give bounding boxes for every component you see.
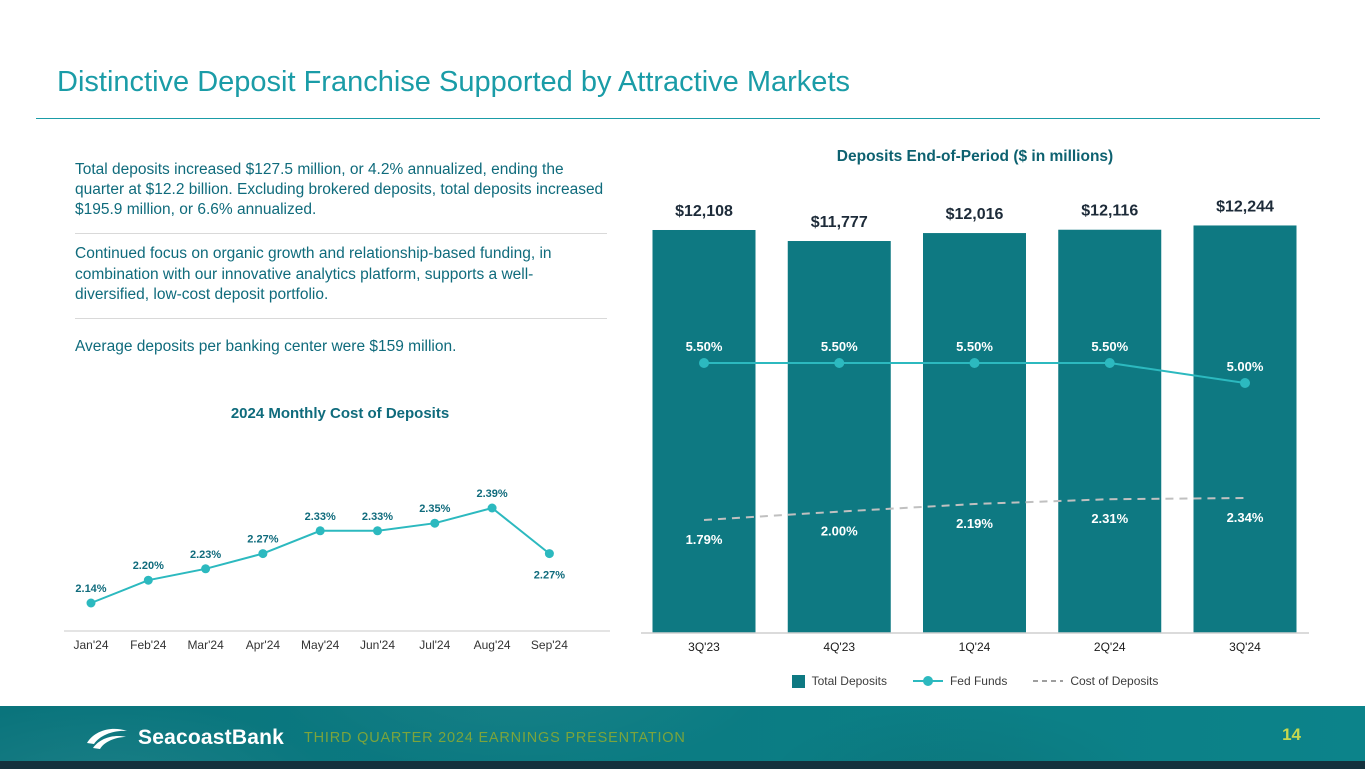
svg-text:Jan'24: Jan'24 [74, 638, 109, 652]
summary-paragraph-1: Total deposits increased $127.5 million,… [75, 150, 607, 235]
svg-text:2.35%: 2.35% [419, 503, 450, 515]
cost-of-deposits-chart-title: 2024 Monthly Cost of Deposits [230, 405, 450, 422]
svg-text:$12,244: $12,244 [1216, 198, 1274, 215]
svg-text:2.33%: 2.33% [305, 511, 336, 523]
summary-paragraph-3: Average deposits per banking center were… [75, 337, 457, 355]
svg-text:1.79%: 1.79% [686, 532, 723, 547]
svg-text:5.50%: 5.50% [821, 339, 858, 354]
svg-text:5.50%: 5.50% [686, 339, 723, 354]
legend-label-fed-funds: Fed Funds [949, 674, 1008, 688]
cost-of-deposits-dashed-marker [1033, 680, 1064, 682]
fed-funds-line-marker [912, 676, 943, 686]
footer-dark-strip [0, 761, 1365, 769]
svg-text:1Q'24: 1Q'24 [959, 640, 991, 654]
svg-text:5.50%: 5.50% [1091, 339, 1128, 354]
svg-text:2.27%: 2.27% [534, 570, 565, 582]
summary-paragraph-2: Continued focus on organic growth and re… [75, 234, 607, 319]
svg-text:3Q'24: 3Q'24 [1229, 640, 1261, 654]
legend-item-cost-of-deposits: Cost of Deposits [1033, 674, 1158, 688]
svg-text:3Q'23: 3Q'23 [688, 640, 720, 654]
svg-text:Mar'24: Mar'24 [187, 638, 224, 652]
svg-text:2.14%: 2.14% [75, 583, 106, 595]
page-number: 14 [1282, 724, 1301, 744]
legend-item-fed-funds: Fed Funds [912, 674, 1008, 688]
footer-bar: SeacoastBank THIRD QUARTER 2024 EARNINGS… [0, 706, 1365, 769]
svg-text:5.50%: 5.50% [956, 339, 993, 354]
page-title: Distinctive Deposit Franchise Supported … [57, 66, 850, 98]
summary-panel: Total deposits increased $127.5 million,… [75, 150, 607, 370]
seacoast-logo: SeacoastBank [86, 724, 284, 752]
title-divider [36, 118, 1320, 119]
presentation-label: THIRD QUARTER 2024 EARNINGS PRESENTATION [303, 729, 686, 746]
svg-text:$12,108: $12,108 [675, 203, 733, 220]
seacoast-bird-icon [87, 728, 127, 749]
cost-of-deposits-line-chart: 2.14% Jan'24 2.20% Feb'24 2.23% Mar'24 2.27% Ap… [64, 488, 610, 652]
svg-text:5.00%: 5.00% [1227, 359, 1264, 374]
svg-text:2Q'24: 2Q'24 [1094, 640, 1126, 654]
deposits-bar-chart: $12,108 3Q'23 $11,777 4Q'23 $12,016 1Q'24 $12,… [641, 198, 1309, 654]
svg-text:Jul'24: Jul'24 [419, 638, 450, 652]
svg-text:2.27%: 2.27% [247, 534, 278, 546]
total-deposits-swatch [791, 674, 805, 688]
legend-label-cost-of-deposits: Cost of Deposits [1070, 674, 1159, 688]
svg-text:2.23%: 2.23% [190, 549, 221, 561]
svg-text:4Q'23: 4Q'23 [823, 640, 855, 654]
legend-item-total-deposits: Total Deposits [791, 674, 887, 688]
svg-text:$12,016: $12,016 [946, 206, 1004, 223]
chart-legend: Total Deposits Fed Funds Cost of Deposit… [635, 670, 1315, 692]
svg-text:2.34%: 2.34% [1227, 510, 1264, 525]
svg-text:$12,116: $12,116 [1081, 203, 1138, 220]
svg-text:2.39%: 2.39% [476, 488, 507, 500]
svg-text:Sep'24: Sep'24 [531, 638, 568, 652]
legend-label-total-deposits: Total Deposits [811, 674, 887, 688]
svg-text:Aug'24: Aug'24 [474, 638, 511, 652]
svg-text:2.31%: 2.31% [1091, 511, 1128, 526]
deposits-chart-title: Deposits End-of-Period ($ in millions) [836, 148, 1114, 165]
svg-text:May'24: May'24 [301, 638, 340, 652]
svg-text:2.20%: 2.20% [133, 560, 164, 572]
svg-text:2.19%: 2.19% [956, 516, 993, 531]
logo-text: SeacoastBank [138, 725, 284, 749]
svg-text:$11,777: $11,777 [811, 214, 868, 231]
svg-text:2.33%: 2.33% [362, 511, 393, 523]
svg-text:Jun'24: Jun'24 [360, 638, 395, 652]
svg-text:Feb'24: Feb'24 [130, 638, 167, 652]
svg-text:Apr'24: Apr'24 [246, 638, 281, 652]
svg-text:2.00%: 2.00% [821, 524, 858, 539]
